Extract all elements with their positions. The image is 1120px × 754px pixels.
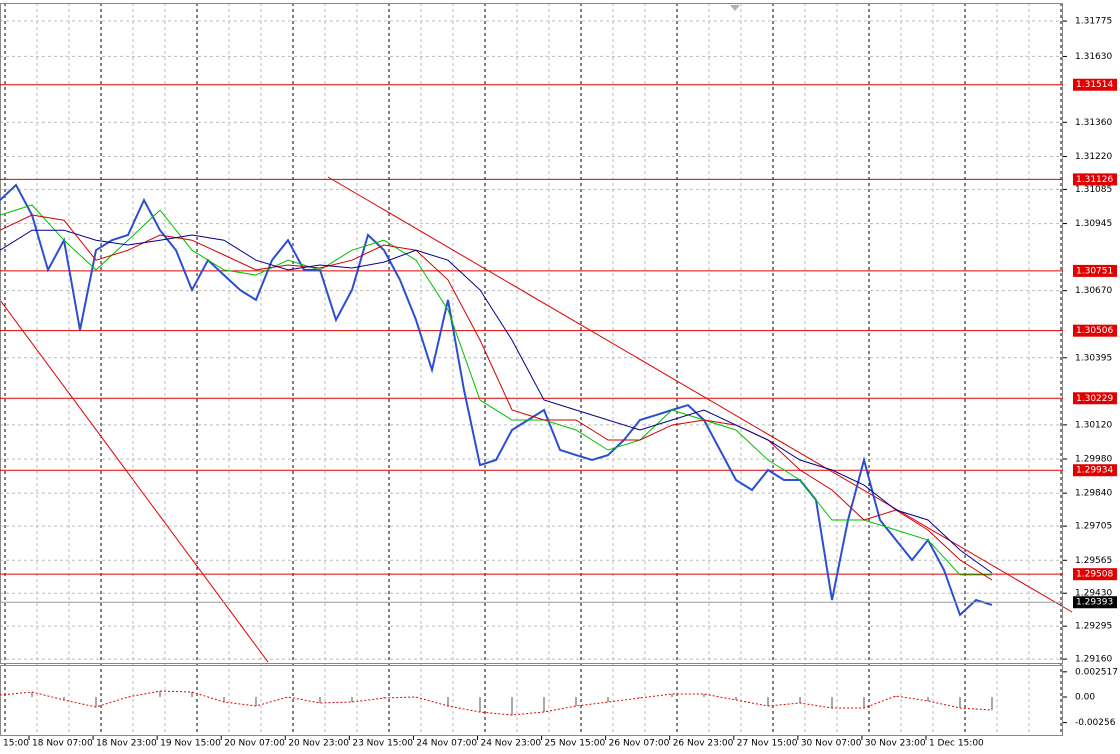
price-frame — [0, 3, 1063, 664]
osc-bar — [127, 697, 129, 698]
osc-bar — [767, 697, 769, 706]
x-tick-label: 25 Nov 15:00 — [545, 739, 606, 749]
shift-marker — [730, 5, 740, 11]
osc-bar — [447, 697, 449, 706]
y-tick-label: 1.29840 — [1075, 489, 1112, 499]
level-tag — [1073, 464, 1117, 477]
level-label: 1.31514 — [1076, 80, 1113, 90]
level-tag — [1073, 264, 1117, 277]
osc-bar — [703, 694, 705, 697]
y-tick-label: 1.31085 — [1075, 185, 1112, 195]
y-tick-label: 1.29705 — [1075, 522, 1112, 532]
osc-bar — [607, 697, 609, 702]
y-tick-label: 1.30945 — [1075, 219, 1112, 229]
osc-bar — [31, 692, 33, 697]
y-tick-label: 1.29160 — [1075, 655, 1112, 665]
y-tick-label: 1.29295 — [1075, 622, 1112, 632]
level-label: 1.30229 — [1076, 394, 1113, 404]
x-tick-label: 24 Nov 07:00 — [416, 739, 477, 749]
trend-line — [0, 299, 269, 663]
y-tick-label: 1.31220 — [1075, 152, 1112, 162]
y-tick-label: 1.31630 — [1075, 52, 1112, 62]
osc-bar — [927, 697, 929, 701]
osc-bar — [799, 697, 801, 703]
last-price-label: 1.29393 — [1076, 598, 1113, 608]
osc-bar — [319, 697, 321, 703]
x-tick-label: 18 Nov 23:00 — [96, 739, 157, 749]
level-label: 1.30506 — [1076, 326, 1113, 336]
level-label: 1.29934 — [1076, 466, 1113, 476]
osc-bar — [895, 696, 897, 697]
y-tick-label: 1.29430 — [1075, 589, 1112, 599]
osc-bar — [863, 697, 865, 708]
x-tick-label: 30 Nov 07:00 — [801, 739, 862, 749]
y-tick-label: 1.29565 — [1075, 556, 1112, 566]
x-tick-label: 18 Nov 07:00 — [32, 739, 93, 749]
x-tick-label: 30 Nov 23:00 — [865, 739, 926, 749]
x-tick-label: 24 Nov 23:00 — [480, 739, 541, 749]
osc-bar — [575, 697, 577, 706]
x-tick-label: 23 Nov 15:00 — [352, 739, 413, 749]
x-tick-label: 1 Dec 15:00 — [929, 739, 984, 749]
oscillator-frame — [0, 665, 1063, 736]
osc-tick-label: -0.00256 — [1075, 718, 1116, 728]
osc-bar — [479, 697, 481, 712]
osc-bar — [0, 695, 1, 697]
y-tick-label: 1.31360 — [1075, 118, 1112, 128]
osc-bar — [223, 697, 225, 702]
last-price-tag — [1073, 596, 1117, 609]
y-tick-label: 1.30120 — [1075, 420, 1112, 430]
osc-bar — [255, 697, 257, 706]
x-tick-label: 27 Nov 15:00 — [737, 739, 798, 749]
osc-bar — [639, 697, 641, 698]
level-label: 1.30751 — [1076, 266, 1113, 276]
x-tick-label: 15:00 — [3, 739, 29, 749]
level-tag — [1073, 324, 1117, 337]
y-tick-label: 1.31775 — [1075, 17, 1112, 27]
level-tag — [1073, 568, 1117, 581]
x-tick-label: 26 Nov 07:00 — [609, 739, 670, 749]
osc-bar — [959, 697, 961, 708]
osc-bar — [191, 692, 193, 697]
price-line — [0, 183, 993, 617]
osc-bar — [287, 697, 289, 698]
osc-bar — [735, 697, 737, 700]
level-tag — [1073, 173, 1117, 186]
y-tick-label: 1.30395 — [1075, 353, 1112, 363]
level-tag — [1073, 78, 1117, 91]
osc-bar — [351, 697, 353, 702]
y-tick-label: 1.29980 — [1075, 455, 1112, 465]
osc-bar — [831, 697, 833, 708]
osc-bar — [991, 697, 993, 710]
level-tag — [1073, 392, 1117, 405]
x-tick-label: 19 Nov 15:00 — [160, 739, 221, 749]
y-tick-label: 1.30670 — [1075, 286, 1112, 296]
x-tick-label: 20 Nov 07:00 — [224, 739, 285, 749]
osc-tick-label: 0.00 — [1075, 693, 1095, 703]
osc-bar — [543, 697, 545, 712]
osc-bar — [511, 697, 513, 715]
level-label: 1.31126 — [1076, 175, 1113, 185]
price-line — [0, 214, 993, 581]
osc-bar — [671, 694, 673, 697]
osc-signal — [0, 690, 993, 716]
osc-bar — [415, 697, 417, 698]
price-line — [0, 204, 992, 576]
x-tick-label: 20 Nov 23:00 — [288, 739, 349, 749]
price-line — [0, 229, 993, 574]
level-label: 1.29508 — [1076, 570, 1113, 580]
osc-bar — [95, 697, 97, 707]
x-tick-label: 26 Nov 23:00 — [673, 739, 734, 749]
osc-bar — [63, 697, 65, 700]
osc-tick-label: 0.002517 — [1075, 667, 1118, 677]
osc-bar — [159, 691, 161, 697]
osc-bar — [383, 697, 385, 698]
layout — [0, 3, 1063, 735]
trend-line — [327, 176, 1073, 613]
